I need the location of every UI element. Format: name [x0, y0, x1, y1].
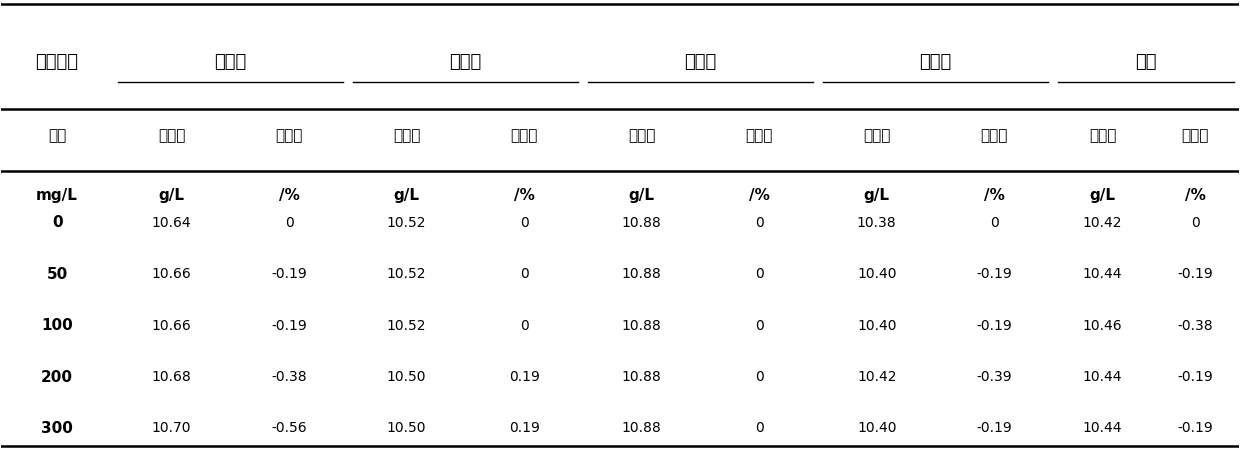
Text: 生长量: 生长量 — [393, 128, 420, 143]
Text: 10.64: 10.64 — [151, 216, 191, 230]
Text: 0: 0 — [990, 216, 998, 230]
Text: 生长量: 生长量 — [627, 128, 655, 143]
Text: 茶树菇: 茶树菇 — [449, 53, 481, 71]
Text: 0: 0 — [285, 216, 294, 230]
Text: /%: /% — [983, 189, 1004, 203]
Text: 10.52: 10.52 — [387, 267, 427, 281]
Text: 10.40: 10.40 — [857, 422, 897, 436]
Text: g/L: g/L — [1090, 189, 1116, 203]
Text: -0.56: -0.56 — [272, 422, 306, 436]
Text: 10.40: 10.40 — [857, 267, 897, 281]
Text: 10.88: 10.88 — [621, 216, 661, 230]
Text: -0.19: -0.19 — [272, 267, 308, 281]
Text: 0: 0 — [755, 422, 764, 436]
Text: 0: 0 — [755, 319, 764, 333]
Text: -0.39: -0.39 — [976, 370, 1012, 384]
Text: -0.19: -0.19 — [1178, 422, 1213, 436]
Text: -0.38: -0.38 — [272, 370, 306, 384]
Text: 200: 200 — [41, 369, 73, 385]
Text: -0.19: -0.19 — [1178, 370, 1213, 384]
Text: 抑制率: 抑制率 — [1182, 128, 1209, 143]
Text: 10.88: 10.88 — [621, 370, 661, 384]
Text: 10.88: 10.88 — [621, 319, 661, 333]
Text: 10.88: 10.88 — [621, 267, 661, 281]
Text: /%: /% — [1185, 189, 1205, 203]
Text: 生长量: 生长量 — [1089, 128, 1116, 143]
Text: 10.88: 10.88 — [621, 422, 661, 436]
Text: 300: 300 — [41, 421, 73, 436]
Text: g/L: g/L — [629, 189, 655, 203]
Text: 10.50: 10.50 — [387, 370, 427, 384]
Text: -0.19: -0.19 — [272, 319, 308, 333]
Text: 10.42: 10.42 — [857, 370, 897, 384]
Text: -0.19: -0.19 — [976, 422, 1012, 436]
Text: 10.38: 10.38 — [857, 216, 897, 230]
Text: 10.70: 10.70 — [151, 422, 191, 436]
Text: 抑制率: 抑制率 — [511, 128, 538, 143]
Text: g/L: g/L — [159, 189, 185, 203]
Text: 红平菇: 红平菇 — [215, 53, 247, 71]
Text: 生长量: 生长量 — [863, 128, 890, 143]
Text: 10.44: 10.44 — [1083, 267, 1122, 281]
Text: 0: 0 — [755, 216, 764, 230]
Text: 10.40: 10.40 — [857, 319, 897, 333]
Text: g/L: g/L — [393, 189, 419, 203]
Text: 头孢霉素: 头孢霉素 — [36, 53, 78, 71]
Text: /%: /% — [513, 189, 534, 203]
Text: 抑制率: 抑制率 — [275, 128, 303, 143]
Text: 生长量: 生长量 — [157, 128, 185, 143]
Text: 0: 0 — [520, 267, 528, 281]
Text: /%: /% — [749, 189, 770, 203]
Text: -0.38: -0.38 — [1178, 319, 1213, 333]
Text: -0.19: -0.19 — [1178, 267, 1213, 281]
Text: 0: 0 — [755, 267, 764, 281]
Text: 50: 50 — [46, 267, 68, 282]
Text: 0: 0 — [52, 215, 62, 230]
Text: 10.44: 10.44 — [1083, 422, 1122, 436]
Text: 猴头菇: 猴头菇 — [684, 53, 717, 71]
Text: 100: 100 — [41, 318, 73, 333]
Text: mg/L: mg/L — [36, 189, 78, 203]
Text: 0: 0 — [520, 319, 528, 333]
Text: 10.66: 10.66 — [151, 319, 191, 333]
Text: 0: 0 — [755, 370, 764, 384]
Text: 浓度: 浓度 — [48, 128, 66, 143]
Text: 0.19: 0.19 — [508, 370, 539, 384]
Text: -0.19: -0.19 — [976, 267, 1012, 281]
Text: 抑制率: 抑制率 — [981, 128, 1008, 143]
Text: 10.42: 10.42 — [1083, 216, 1122, 230]
Text: 10.44: 10.44 — [1083, 370, 1122, 384]
Text: 0.19: 0.19 — [508, 422, 539, 436]
Text: 灵芝: 灵芝 — [1135, 53, 1157, 71]
Text: 10.50: 10.50 — [387, 422, 427, 436]
Text: 10.46: 10.46 — [1083, 319, 1122, 333]
Text: 0: 0 — [520, 216, 528, 230]
Text: 蟹味菇: 蟹味菇 — [919, 53, 951, 71]
Text: 抑制率: 抑制率 — [745, 128, 773, 143]
Text: 10.66: 10.66 — [151, 267, 191, 281]
Text: 10.52: 10.52 — [387, 216, 427, 230]
Text: 10.68: 10.68 — [151, 370, 191, 384]
Text: g/L: g/L — [864, 189, 890, 203]
Text: 0: 0 — [1190, 216, 1199, 230]
Text: -0.19: -0.19 — [976, 319, 1012, 333]
Text: /%: /% — [279, 189, 300, 203]
Text: 10.52: 10.52 — [387, 319, 427, 333]
